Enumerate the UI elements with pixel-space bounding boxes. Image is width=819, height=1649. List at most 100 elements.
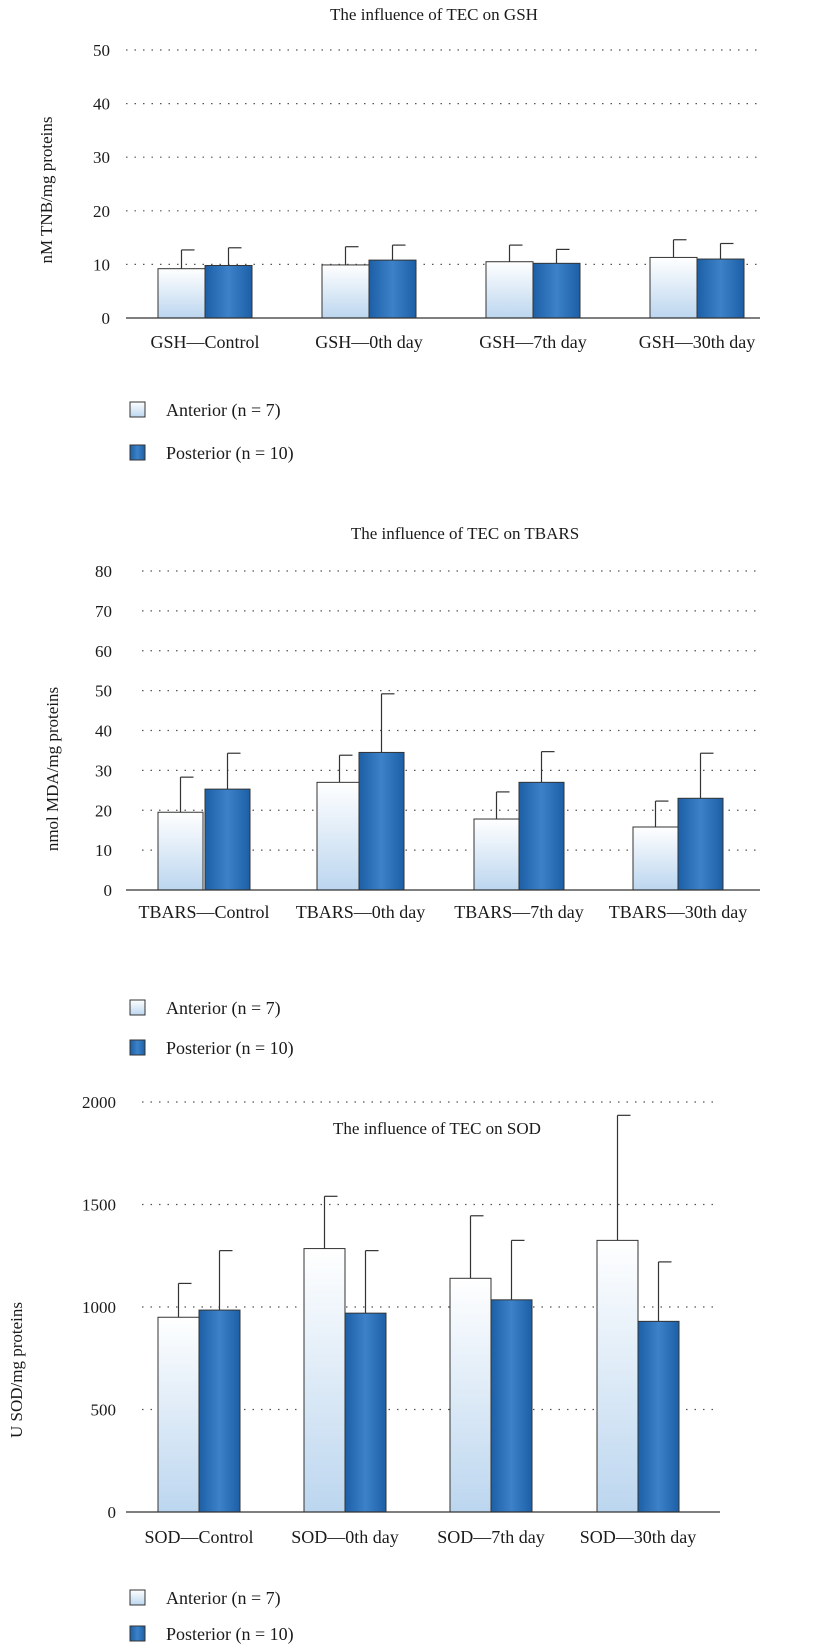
error-bar: [177, 1282, 192, 1318]
legend-swatch-anterior: [129, 999, 146, 1016]
legend: Anterior (n = 7) Posterior (n = 10): [129, 400, 294, 464]
bar-anterior: [473, 818, 520, 891]
bar-anterior: [303, 1248, 346, 1513]
y-tick-label: 10: [95, 841, 112, 860]
y-tick-label: 0: [102, 309, 111, 328]
x-tick-label: GSH—30th day: [639, 332, 756, 352]
y-tick-label: 20: [93, 202, 110, 221]
chart-tbars: The influence of TEC on TBARS nmol MDA/m…: [43, 524, 760, 1059]
bar-anterior: [596, 1239, 639, 1513]
y-tick-label: 80: [95, 562, 112, 581]
y-tick-label: 70: [95, 602, 112, 621]
error-bar: [180, 249, 195, 269]
error-bar: [672, 239, 687, 258]
chart-title: The influence of TEC on TBARS: [351, 524, 579, 543]
legend-label-posterior: Posterior (n = 10): [166, 1624, 294, 1645]
x-tick-labels: SOD—Control SOD—0th day SOD—7th day SOD—30t…: [144, 1527, 696, 1547]
y-tick-label: 30: [93, 148, 110, 167]
error-bar: [510, 1239, 525, 1300]
error-bar: [179, 776, 194, 813]
bar-posterior: [198, 1309, 241, 1513]
x-tick-label: SOD—Control: [144, 1527, 253, 1547]
legend-label-posterior: Posterior (n = 10): [166, 1038, 294, 1059]
error-bar: [323, 1195, 338, 1249]
error-bar: [227, 247, 242, 266]
y-tick-label: 50: [95, 682, 112, 701]
legend-swatch-posterior: [129, 1625, 146, 1642]
x-tick-label: SOD—30th day: [580, 1527, 697, 1547]
error-bar: [699, 752, 714, 799]
y-tick-label: 40: [93, 95, 110, 114]
y-tick-label: 0: [104, 881, 113, 900]
x-tick-label: TBARS—7th day: [454, 902, 584, 922]
error-bar: [555, 248, 570, 264]
legend-swatch-anterior: [129, 401, 146, 418]
bar-posterior: [204, 264, 253, 319]
y-tick-label: 2000: [82, 1093, 116, 1112]
error-bar: [469, 1215, 484, 1279]
error-bar: [616, 1114, 631, 1241]
error-bar: [654, 800, 669, 827]
x-tick-label: TBARS—0th day: [296, 902, 426, 922]
bar-posterior: [532, 262, 581, 319]
y-ticks: 0 500 1000 1500 2000: [82, 1093, 116, 1522]
error-bar: [338, 754, 353, 783]
error-bar: [540, 751, 555, 783]
bar-anterior: [316, 781, 363, 891]
error-bar: [508, 244, 523, 262]
bar-anterior: [157, 1316, 200, 1513]
bar-anterior: [321, 264, 370, 319]
chart-title: The influence of TEC on GSH: [330, 5, 538, 24]
chart-gsh: The influence of TEC on GSH nM TNB/mg pr…: [37, 5, 760, 464]
bar-anterior: [632, 826, 679, 891]
y-axis-label: nmol MDA/mg proteins: [43, 687, 62, 851]
chart-title: The influence of TEC on SOD: [333, 1119, 541, 1138]
y-tick-label: 1500: [82, 1196, 116, 1215]
y-ticks: 0 10 20 30 40 50 60 70 80: [95, 562, 112, 900]
y-tick-label: 30: [95, 761, 112, 780]
error-bar: [495, 791, 510, 820]
error-bar: [391, 244, 406, 261]
y-tick-label: 60: [95, 642, 112, 661]
x-tick-label: TBARS—30th day: [609, 902, 748, 922]
y-tick-label: 10: [93, 255, 110, 274]
legend-swatch-anterior: [129, 1589, 146, 1606]
x-tick-labels: GSH—Control GSH—0th day GSH—7th day GSH—30t…: [150, 332, 755, 352]
x-tick-label: SOD—7th day: [437, 1527, 545, 1547]
legend-swatch-posterior: [129, 444, 146, 461]
x-tick-label: GSH—7th day: [479, 332, 587, 352]
bar-anterior: [485, 261, 534, 319]
error-bar: [344, 246, 359, 265]
x-tick-label: SOD—0th day: [291, 1527, 399, 1547]
bar-anterior: [157, 268, 206, 319]
y-tick-label: 40: [95, 722, 112, 741]
chart-sod: The influence of TEC on SOD U SOD/mg pro…: [7, 1093, 720, 1645]
grid: [126, 49, 760, 265]
bar-posterior: [696, 258, 745, 319]
x-tick-label: GSH—Control: [150, 332, 259, 352]
y-tick-label: 0: [108, 1503, 117, 1522]
legend-label-anterior: Anterior (n = 7): [166, 400, 281, 421]
bar-posterior: [358, 751, 405, 891]
bar-posterior: [637, 1320, 680, 1513]
bar-anterior: [649, 256, 698, 319]
y-tick-label: 20: [95, 801, 112, 820]
bar-anterior: [449, 1277, 492, 1513]
y-ticks: 0 10 20 30 40 50: [93, 41, 110, 328]
error-bar: [218, 1250, 233, 1311]
legend-label-posterior: Posterior (n = 10): [166, 443, 294, 464]
bars: [157, 239, 745, 319]
legend: Anterior (n = 7) Posterior (n = 10): [129, 1588, 294, 1645]
x-tick-label: TBARS—Control: [138, 902, 269, 922]
error-bar: [226, 752, 241, 790]
bars: [157, 693, 724, 891]
bar-posterior: [204, 788, 251, 891]
x-tick-label: GSH—0th day: [315, 332, 423, 352]
error-bar: [364, 1250, 379, 1314]
legend-label-anterior: Anterior (n = 7): [166, 998, 281, 1019]
y-tick-label: 500: [91, 1401, 117, 1420]
legend: Anterior (n = 7) Posterior (n = 10): [129, 998, 294, 1059]
legend-label-anterior: Anterior (n = 7): [166, 1588, 281, 1609]
y-axis-label: U SOD/mg proteins: [7, 1302, 26, 1438]
